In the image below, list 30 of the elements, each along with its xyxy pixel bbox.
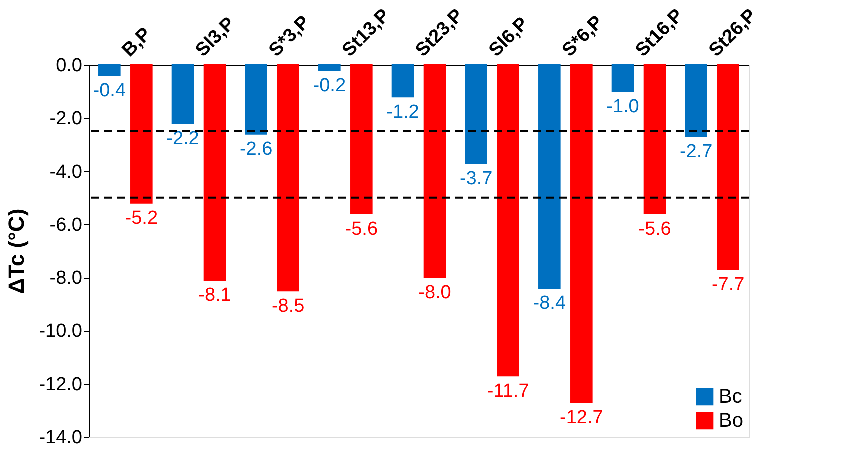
- data-label: -1.2: [386, 102, 420, 123]
- data-label: -5.2: [125, 208, 158, 230]
- y-tick-label: -2.0: [50, 108, 82, 130]
- data-label: -2.6: [240, 139, 273, 160]
- y-tick-label: 0.0: [56, 56, 82, 76]
- y-tick-label: -6.0: [50, 214, 82, 236]
- data-label: -8.0: [418, 282, 452, 304]
- y-tick-label: -4.0: [50, 162, 82, 183]
- data-label: -2.2: [166, 128, 200, 150]
- data-label: -8.1: [198, 285, 232, 306]
- data-label: -1.0: [606, 96, 640, 118]
- data-label: -0.2: [313, 75, 346, 96]
- y-tick-label: -8.0: [50, 268, 82, 290]
- data-label: -8.5: [272, 296, 305, 317]
- legend-label: Bo: [719, 410, 744, 432]
- data-label: -5.6: [345, 218, 378, 240]
- data-label: -3.7: [460, 168, 493, 190]
- data-label: -12.7: [560, 407, 604, 428]
- data-label: -5.6: [638, 218, 672, 240]
- y-axis-title: ΔTc (°C): [4, 208, 30, 294]
- y-tick-label: -10.0: [39, 321, 82, 342]
- y-tick-label: -14.0: [39, 428, 82, 448]
- data-label: -2.7: [680, 142, 713, 163]
- data-label: -7.7: [712, 274, 745, 296]
- x-tick-label: B,P: [118, 24, 156, 62]
- data-label: -0.4: [93, 80, 126, 102]
- y-tick-label: -12.0: [39, 374, 82, 396]
- data-label: -8.4: [533, 293, 566, 314]
- data-label: -11.7: [487, 380, 530, 402]
- legend-label: Bc: [719, 386, 742, 408]
